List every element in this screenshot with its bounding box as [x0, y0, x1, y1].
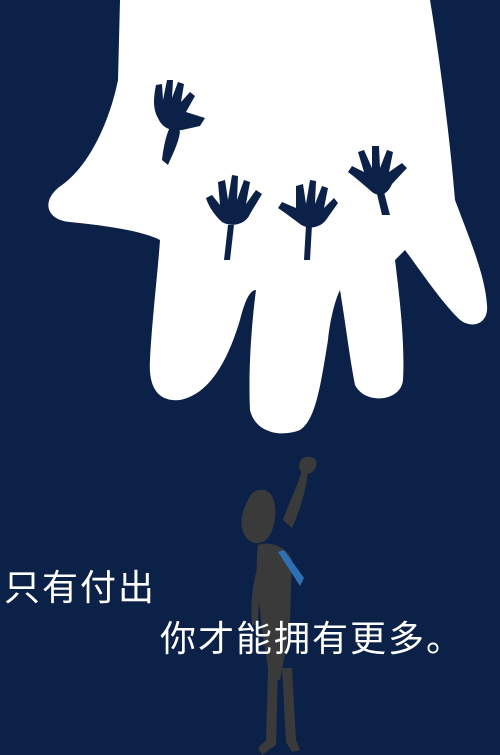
small-hands	[154, 80, 407, 260]
caption-line-1: 只有付出	[4, 568, 157, 609]
small-hand-4	[348, 146, 407, 215]
small-hand-3	[278, 180, 338, 260]
giant-hand	[48, 0, 488, 434]
reaching-man	[241, 456, 317, 755]
caption-line-2: 你才能拥有更多。	[160, 619, 465, 660]
small-hand-2	[206, 175, 262, 260]
small-hand-1	[154, 80, 205, 165]
